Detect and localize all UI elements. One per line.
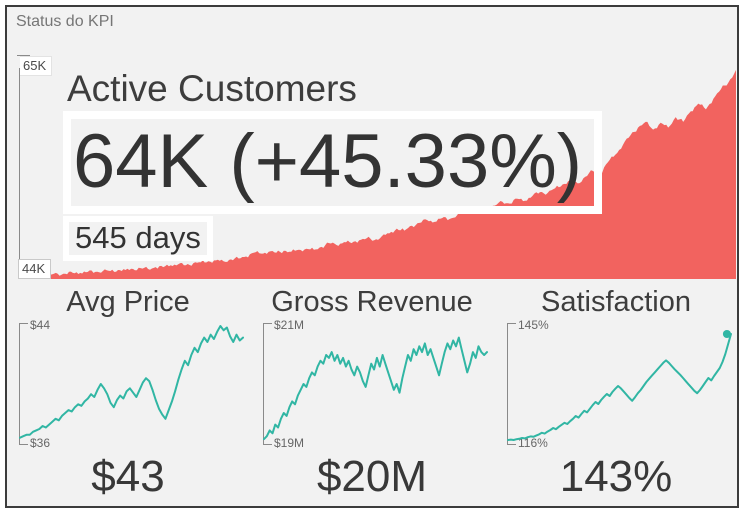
mini-card-value: $20M xyxy=(316,452,428,501)
y-axis-bracket xyxy=(507,323,516,445)
axis-max-label: $21M xyxy=(274,318,305,332)
report-title: Status do KPI xyxy=(16,13,114,30)
y-axis-bracket xyxy=(263,323,272,445)
main-axis-min-label: 44K xyxy=(18,259,52,279)
mini-card-value: 143% xyxy=(559,452,673,501)
main-y-axis-bracket xyxy=(19,68,28,271)
mini-card-gross-revenue[interactable]: Gross Revenue $21M $19M $20M xyxy=(255,285,489,502)
mini-card-satisfaction[interactable]: Satisfaction 145% 116% 143% xyxy=(499,285,733,502)
active-customers-area-chart[interactable] xyxy=(20,60,736,279)
axis-max-label: 145% xyxy=(518,318,549,332)
avg-price-chart-area: $44 $36 xyxy=(19,318,243,450)
satisfaction-sparkline[interactable] xyxy=(508,323,731,445)
kpi-value-callout: 64K (+45.33%) xyxy=(63,111,603,215)
main-axis-max-label: 65K xyxy=(20,56,53,76)
gross-revenue-sparkline[interactable] xyxy=(264,323,487,445)
report-canvas: Status do KPI 65K 44K Active Customers 6… xyxy=(5,5,739,508)
avg-price-sparkline[interactable] xyxy=(20,323,243,445)
axis-max-label: $44 xyxy=(30,318,51,332)
axis-min-label: $36 xyxy=(30,436,51,450)
main-axis-top-tick xyxy=(17,55,30,56)
y-axis-bracket xyxy=(19,323,28,445)
mini-kpi-row: Avg Price $44 $36 $43 Gross Revenue $21M… xyxy=(11,285,733,502)
axis-min-label: 116% xyxy=(518,436,548,450)
mini-card-title: Gross Revenue xyxy=(271,286,473,318)
kpi-title: Active Customers xyxy=(67,68,357,109)
satisfaction-chart-area: 145% 116% xyxy=(507,318,731,450)
kpi-subtitle-callout: 545 days xyxy=(63,216,213,261)
mini-card-avg-price[interactable]: Avg Price $44 $36 $43 xyxy=(11,285,245,502)
mini-card-title: Satisfaction xyxy=(541,286,691,318)
mini-card-value: $43 xyxy=(91,452,165,501)
axis-min-label: $19M xyxy=(274,436,305,450)
gross-revenue-chart-area: $21M $19M xyxy=(263,318,487,450)
mini-card-title: Avg Price xyxy=(66,286,190,318)
